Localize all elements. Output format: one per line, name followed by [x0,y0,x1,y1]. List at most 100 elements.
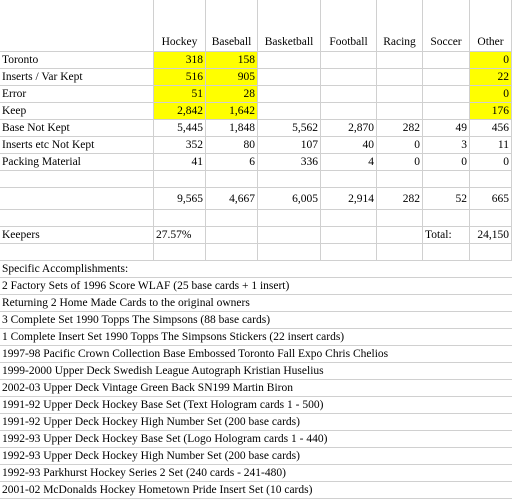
empty-cell[interactable] [206,363,258,380]
data-cell[interactable]: 0 [423,154,470,171]
header-corner-cell[interactable] [0,0,154,52]
empty-cell[interactable] [470,295,512,312]
row-label[interactable]: Base Not Kept [0,120,154,137]
empty-cell[interactable] [470,397,512,414]
empty-cell[interactable] [206,397,258,414]
empty-cell[interactable] [206,414,258,431]
empty-cell[interactable] [206,261,258,278]
row-label[interactable]: Error [0,86,154,103]
data-cell[interactable] [321,103,377,120]
empty-cell[interactable] [423,482,470,499]
empty-cell[interactable] [154,261,206,278]
accomplishment-item-text[interactable]: 1992-93 Upper Deck Hockey High Number Se… [0,448,300,465]
column-header-baseball[interactable]: Baseball [206,0,258,52]
data-cell[interactable] [423,69,470,86]
data-cell[interactable]: 456 [470,120,512,137]
empty-cell[interactable] [321,363,377,380]
data-cell[interactable]: 4 [321,154,377,171]
data-cell[interactable]: 1,642 [206,103,258,120]
empty-cell[interactable] [206,227,258,244]
empty-cell[interactable] [258,295,321,312]
empty-cell[interactable] [154,448,206,465]
empty-cell[interactable] [470,482,512,499]
empty-cell[interactable] [423,397,470,414]
empty-cell[interactable] [470,278,512,295]
empty-cell[interactable] [258,227,321,244]
empty-cell[interactable] [321,482,377,499]
data-cell[interactable]: 0 [470,52,512,69]
empty-cell[interactable] [206,312,258,329]
keepers-label[interactable]: Keepers [0,227,154,244]
empty-cell[interactable] [206,295,258,312]
empty-cell[interactable] [206,465,258,482]
data-cell[interactable]: 318 [154,52,206,69]
data-cell[interactable] [258,103,321,120]
data-cell[interactable]: 49 [423,120,470,137]
empty-cell[interactable] [258,171,321,188]
total-cell[interactable]: 6,005 [258,188,321,210]
data-cell[interactable]: 2,842 [154,103,206,120]
accomplishment-item-text[interactable]: Returning 2 Home Made Cards to the origi… [0,295,250,312]
data-cell[interactable]: 6 [206,154,258,171]
empty-cell[interactable] [377,278,423,295]
data-cell[interactable] [423,52,470,69]
empty-cell[interactable] [321,171,377,188]
empty-cell[interactable] [258,312,321,329]
column-header-other[interactable]: Other [470,0,512,52]
data-cell[interactable]: 107 [258,137,321,154]
row-label[interactable]: Packing Material [0,154,154,171]
data-cell[interactable]: 0 [470,154,512,171]
empty-cell[interactable] [470,431,512,448]
data-cell[interactable] [258,86,321,103]
empty-cell[interactable] [321,312,377,329]
empty-cell[interactable] [154,397,206,414]
column-header-soccer[interactable]: Soccer [423,0,470,52]
empty-cell[interactable] [377,448,423,465]
data-cell[interactable]: 1,848 [206,120,258,137]
empty-cell[interactable] [154,363,206,380]
empty-cell[interactable] [321,227,377,244]
data-cell[interactable]: 51 [154,86,206,103]
data-cell[interactable] [377,69,423,86]
empty-cell[interactable] [470,210,512,227]
empty-cell[interactable] [154,465,206,482]
empty-cell[interactable] [0,171,154,188]
empty-cell[interactable] [321,431,377,448]
empty-cell[interactable] [258,329,321,346]
data-cell[interactable]: 40 [321,137,377,154]
empty-cell[interactable] [470,329,512,346]
total-cell[interactable]: 665 [470,188,512,210]
empty-cell[interactable] [258,346,321,363]
empty-cell[interactable] [423,465,470,482]
data-cell[interactable] [377,103,423,120]
accomplishment-item-text[interactable]: 1992-93 Parkhurst Hockey Series 2 Set (2… [0,465,286,482]
empty-cell[interactable] [470,380,512,397]
total-cell[interactable]: 9,565 [154,188,206,210]
empty-cell[interactable] [377,465,423,482]
empty-cell[interactable] [377,261,423,278]
column-header-racing[interactable]: Racing [377,0,423,52]
empty-cell[interactable] [206,210,258,227]
empty-cell[interactable] [154,380,206,397]
empty-cell[interactable] [258,397,321,414]
empty-cell[interactable] [154,210,206,227]
data-cell[interactable]: 0 [377,154,423,171]
accomplishments-title-text[interactable]: Specific Accomplishments: [0,261,154,278]
row-label[interactable]: Toronto [0,52,154,69]
empty-cell[interactable] [206,431,258,448]
data-cell[interactable] [423,86,470,103]
empty-cell[interactable] [154,244,206,261]
empty-cell[interactable] [206,380,258,397]
empty-cell[interactable] [206,448,258,465]
empty-cell[interactable] [423,329,470,346]
row-label[interactable]: Inserts etc Not Kept [0,137,154,154]
empty-cell[interactable] [258,380,321,397]
empty-cell[interactable] [377,312,423,329]
accomplishment-item-text[interactable]: 1999-2000 Upper Deck Swedish League Auto… [0,363,324,380]
column-header-hockey[interactable]: Hockey [154,0,206,52]
empty-cell[interactable] [321,261,377,278]
accomplishment-item-text[interactable]: 2001-02 McDonalds Hockey Hometown Pride … [0,482,312,499]
data-cell[interactable]: 282 [377,120,423,137]
accomplishment-item-text[interactable]: 1992-93 Upper Deck Hockey Base Set (Logo… [0,431,327,448]
data-cell[interactable]: 5,562 [258,120,321,137]
